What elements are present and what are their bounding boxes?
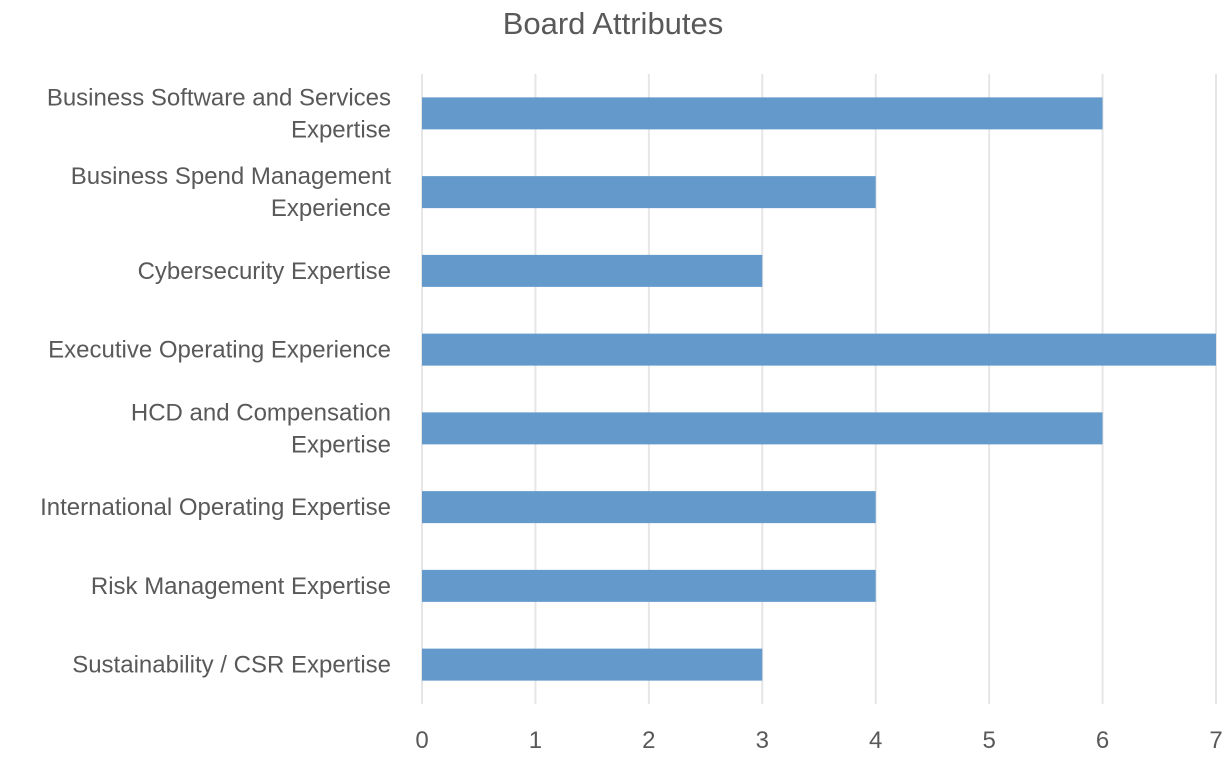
category-labels: Business Software and Services ExpertiseB…: [40, 84, 391, 678]
category-label-line: Business Spend Management: [71, 163, 392, 190]
bar: [422, 569, 876, 602]
x-tick-label: 3: [756, 727, 769, 754]
category-label: Sustainability / CSR Expertise: [72, 652, 391, 679]
bar: [422, 97, 1103, 130]
category-label-line: Expertise: [291, 116, 391, 143]
x-tick-label: 5: [982, 727, 995, 754]
category-label-line: Experience: [271, 195, 391, 222]
category-label-line: Sustainability / CSR Expertise: [72, 652, 391, 679]
gridlines: [421, 74, 1217, 704]
x-tick-label: 4: [869, 727, 882, 754]
chart-title: Board Attributes: [503, 6, 724, 41]
bars: [422, 97, 1216, 681]
bar: [422, 648, 763, 681]
category-label-line: Executive Operating Experience: [48, 337, 391, 364]
category-label-line: Cybersecurity Expertise: [138, 258, 391, 285]
x-tick-label: 0: [415, 727, 428, 754]
category-label-line: Business Software and Services: [47, 84, 391, 111]
category-label-line: Expertise: [291, 431, 391, 458]
category-label: Business Software and Services Expertise: [47, 84, 391, 143]
bar: [422, 333, 1216, 366]
category-label: Business Spend Management Experience: [71, 163, 392, 222]
x-axis-tick-labels: 0 1 2 3 4 5 6 7: [415, 727, 1222, 754]
category-label-line: HCD and Compensation: [131, 399, 391, 426]
bar: [422, 412, 1103, 445]
category-label: HCD and Compensation Expertise: [131, 399, 391, 458]
category-label: Executive Operating Experience: [48, 337, 391, 364]
bar: [422, 176, 876, 209]
bar: [422, 254, 763, 287]
category-label: Risk Management Expertise: [91, 573, 391, 600]
x-tick-label: 7: [1209, 727, 1222, 754]
x-tick-label: 2: [642, 727, 655, 754]
x-tick-label: 6: [1096, 727, 1109, 754]
x-tick-label: 1: [529, 727, 542, 754]
category-label-line: International Operating Expertise: [40, 494, 391, 521]
category-label: Cybersecurity Expertise: [138, 258, 391, 285]
category-label-line: Risk Management Expertise: [91, 573, 391, 600]
category-label: International Operating Expertise: [40, 494, 391, 521]
bar: [422, 491, 876, 524]
